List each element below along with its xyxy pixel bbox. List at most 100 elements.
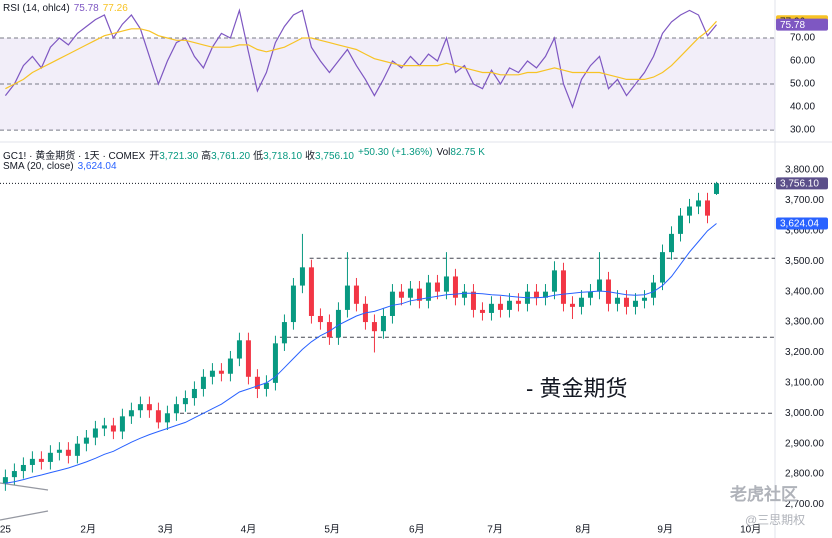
volume: 82.75 K [450,147,485,158]
watermark: @三思期权 [745,513,806,527]
rsi-line [4,8,717,109]
y-tick-label: 60.00 [790,56,815,67]
y-tick-label: 3,200.00 [785,347,824,358]
candle-body [353,285,359,304]
y-tick-label: 2,700.00 [785,499,824,510]
candle-body [470,291,476,310]
candle-body [407,288,413,298]
y-tick-label: 40.00 [790,102,815,113]
rsi-header: RSI (14, ohlc4) 75.78 77.26 [3,3,128,14]
sma-line [5,223,717,484]
info-item: 低3,718.10 [253,147,302,162]
y-tick-label: 2,800.00 [785,469,824,480]
y-tick-label: 3,700.00 [785,195,824,206]
y-tick-label: 50.00 [790,79,815,90]
candle-body [326,322,332,338]
main-header: GC1! · 黄金期货 · 1天 · COMEX 开3,721.30 高3,761… [3,147,485,162]
y-tick-label: 3,600.00 [785,225,824,236]
y-tick-label: 3,300.00 [785,317,824,328]
y-tick-label: 3,000.00 [785,408,824,419]
info-item: 高3,761.20 [201,147,250,162]
x-tick-label: 8月 [575,524,591,536]
rsi-ma-value: 77.26 [102,3,128,14]
info-value: 3,721.30 [159,151,199,162]
info-label: 低 [253,151,264,162]
watermark: 老虎社区 [730,485,798,504]
info-value: 3,756.10 [315,151,354,162]
candle-body [434,282,440,292]
candle-body [452,276,458,298]
y-tick-label: 2,900.00 [785,438,824,449]
x-tick-label: 7月 [487,524,503,536]
candle-body [263,382,269,389]
y-tick-label: 3,500.00 [785,256,824,267]
candle-body [542,291,548,298]
sma-header: SMA (20, close) 3,624.04 [3,161,117,172]
candle-body [488,303,494,313]
sma-name: SMA (20, close) [3,161,74,172]
candle-body [398,291,404,298]
candle-body [110,425,116,432]
candle-body [65,449,71,456]
candle-body [659,252,665,283]
info-item: 收3,756.10 [305,147,354,162]
candle-body [623,297,629,307]
candle-body [74,443,80,456]
y-tick-label: 3,400.00 [785,286,824,297]
candle-body [578,297,584,307]
y-tick-label: 70.00 [790,33,815,44]
candle-body [560,270,566,304]
candle-body [281,322,287,344]
candle-body [632,300,638,307]
candle-body [218,370,224,374]
sma-value: 3,624.04 [77,161,117,172]
x-tick-label: 10月 [740,524,761,536]
rsi-title: RSI (14, ohlc4) [3,3,70,14]
rsi-value: 75.78 [73,3,99,14]
x-tick-label: 3月 [158,524,174,536]
candle-body [596,279,602,292]
candle-body [308,267,314,316]
trend-line [0,482,49,491]
candle-body [254,376,260,389]
candle-body [92,428,98,438]
candle-body [137,404,143,411]
candle-body [587,291,593,298]
candle-body [173,404,179,414]
y-tick-label: 3,100.00 [785,378,824,389]
candle-body [2,477,8,484]
candle-body [119,416,125,432]
y-tick-label: 3,800.00 [785,165,824,176]
rsi-line [5,20,717,90]
info-value: 3,761.20 [211,151,251,162]
candle-body [182,398,188,405]
price-label: 3,756.10 [780,179,819,190]
change: +50.30 (+1.36%) [357,147,433,158]
candle-body [686,206,692,216]
candle-body [299,267,305,286]
x-tick-label: 2月 [80,524,96,536]
candle-body [515,300,521,304]
candle-body [29,458,35,465]
info-label: 开 [149,151,160,162]
candle-body [245,340,251,377]
x-tick-label: 9月 [657,524,673,536]
candle-body [641,297,647,301]
candle-body [677,215,683,234]
symbol-title: GC1! · 黄金期货 · 1天 · COMEX [3,151,146,162]
candle-body [317,315,323,323]
info-label: 高 [201,151,212,162]
trend-line [0,510,49,521]
candle-body [191,388,197,399]
candle-body [209,370,215,377]
candle-body [20,464,26,472]
candle-body [551,270,557,292]
candle-body [47,452,53,462]
price-label: 3,624.04 [780,219,819,230]
x-tick-label: 5月 [324,524,340,536]
candle-body [416,288,422,301]
info-value: 3,718.10 [263,151,303,162]
price-label-box [776,217,828,230]
